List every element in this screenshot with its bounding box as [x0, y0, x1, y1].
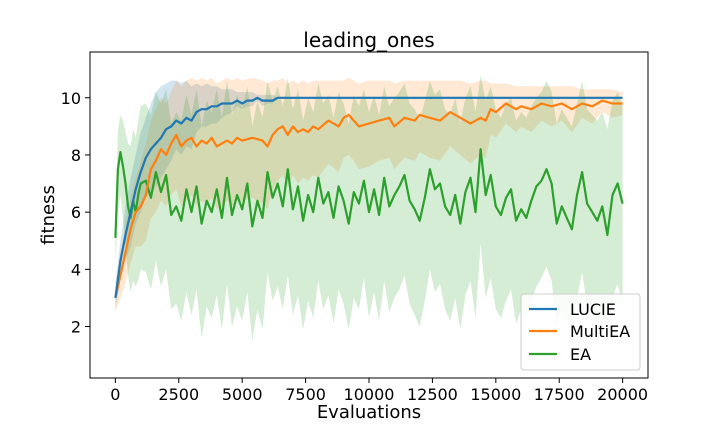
y-tick-label: 8	[71, 146, 81, 165]
y-tick-label: 10	[61, 89, 81, 108]
x-tick-label: 2500	[158, 385, 199, 404]
band-lucie	[115, 80, 623, 310]
series-line-multiea	[114, 99, 623, 299]
series-line-lucie	[114, 96, 623, 299]
y-tick-label: 2	[71, 318, 81, 337]
legend-label-multiea: MultiEA	[570, 322, 630, 341]
legend-label-ea: EA	[570, 345, 591, 364]
x-tick-label: 15000	[470, 385, 521, 404]
series-lines	[114, 96, 624, 299]
x-tick-label: 10000	[344, 385, 395, 404]
band-multiea	[115, 77, 623, 313]
x-tick-label: 0	[110, 385, 120, 404]
y-axis: 2 4 6 8 10	[61, 89, 90, 337]
x-axis: 0 2500 5000 7500 10000 12500 15000 17500 20000	[110, 378, 648, 404]
y-tick-label: 6	[71, 203, 81, 222]
legend-box	[520, 293, 641, 371]
x-tick-label: 17500	[534, 385, 585, 404]
x-tick-label: 20000	[597, 385, 648, 404]
chart-title: leading_ones	[303, 28, 434, 52]
x-axis-title: Evaluations	[317, 402, 421, 423]
series-line-ea	[114, 148, 624, 238]
x-tick-label: 12500	[407, 385, 458, 404]
x-tick-label: 7500	[285, 385, 326, 404]
y-tick-label: 4	[71, 260, 81, 279]
x-tick-label: 5000	[222, 385, 263, 404]
y-axis-title: fitness	[38, 185, 59, 245]
legend: LUCIE MultiEA EA	[520, 293, 641, 371]
legend-label-lucie: LUCIE	[570, 300, 616, 319]
